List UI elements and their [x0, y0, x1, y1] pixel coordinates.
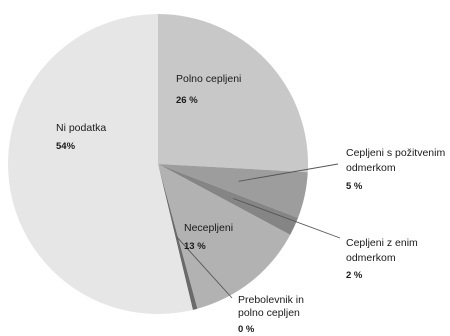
slice-label-ni-podatka: Ni podatka: [56, 122, 106, 134]
slice-label-polno-cepljeni: Polno cepljeni: [176, 73, 241, 85]
pie-slice-ni-podatka: [8, 14, 193, 314]
slice-label-cepljeni-z-enim-odmerkom-line1: Cepljeni z enim: [346, 237, 418, 249]
leader-line-prebolevnik-in-polno-cepljen: [176, 236, 233, 299]
slice-value-necepljeni: 13 %: [184, 241, 206, 252]
slice-label-prebolevnik-in-polno-cepljen-line2: polno cepljen: [238, 307, 300, 319]
slice-value-cepljeni-s-pozitvenim-odmerkom: 5 %: [346, 181, 363, 192]
pie-slice-polno-cepljeni: [158, 14, 309, 173]
leader-line-cepljeni-z-enim-odmerkom: [232, 197, 341, 239]
pie-slice-cepljeni-z-enim-odmerkom: [158, 164, 298, 235]
slice-label-cepljeni-s-pozitvenim-odmerkom-line1: Cepljeni s požitvenim: [346, 147, 445, 159]
slice-label-prebolevnik-in-polno-cepljen-line1: Prebolevnik in: [238, 294, 304, 306]
slice-value-cepljeni-z-enim-odmerkom: 2 %: [346, 270, 363, 281]
slice-label-necepljeni: Necepljeni: [184, 222, 233, 234]
pie-slice-cepljeni-s-pozitvenim-odmerkom: [158, 164, 308, 218]
slice-value-prebolevnik-in-polno-cepljen: 0 %: [238, 324, 255, 335]
slice-value-ni-podatka: 54%: [56, 141, 76, 152]
pie-slice-prebolevnik-in-polno-cepljen: [158, 164, 198, 310]
leader-line-cepljeni-s-pozitvenim-odmerkom: [238, 163, 339, 182]
slice-label-cepljeni-z-enim-odmerkom-line2: odmerkom: [346, 252, 396, 264]
slice-label-cepljeni-s-pozitvenim-odmerkom-line2: odmerkom: [346, 162, 396, 174]
slice-value-polno-cepljeni: 26 %: [176, 95, 198, 106]
pie-slice-necepljeni: [158, 164, 291, 309]
